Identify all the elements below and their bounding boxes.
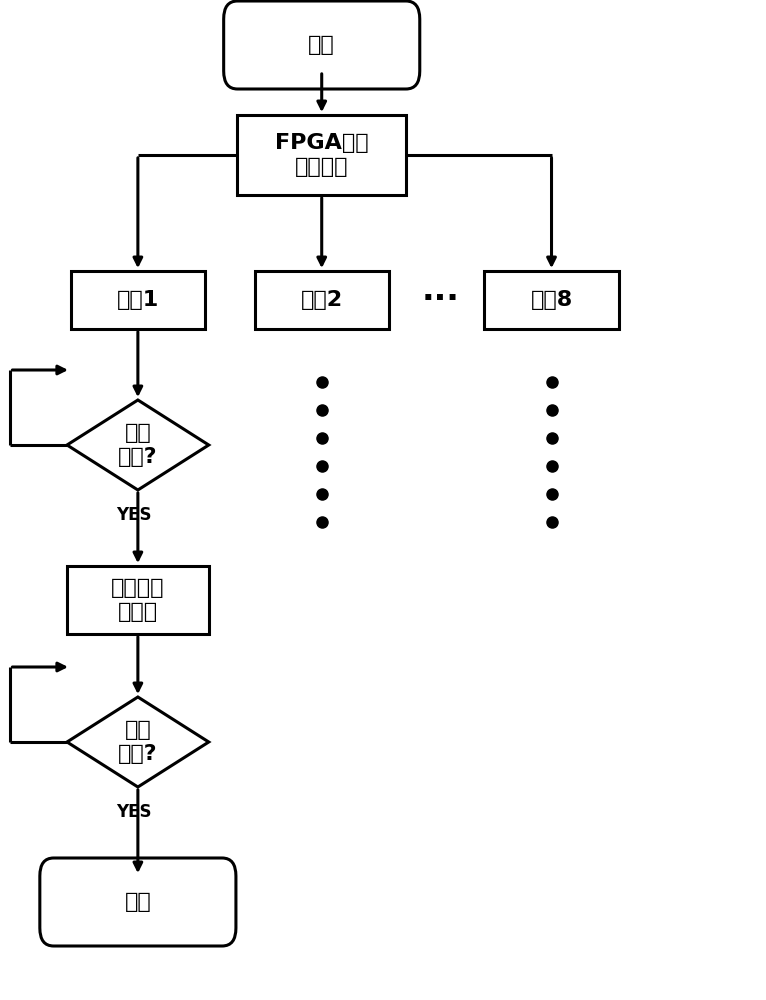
Bar: [237, 115, 406, 195]
Text: 通道2: 通道2: [301, 290, 342, 310]
Text: ···: ···: [421, 284, 460, 316]
Polygon shape: [67, 400, 208, 490]
Text: 通道8: 通道8: [530, 290, 573, 310]
Text: 开始: 开始: [309, 35, 335, 55]
Bar: [254, 271, 389, 329]
Text: 停止
信号?: 停止 信号?: [118, 720, 158, 764]
Polygon shape: [67, 697, 208, 787]
Text: 开始采集
并读取: 开始采集 并读取: [111, 578, 165, 622]
Text: YES: YES: [116, 506, 152, 524]
Bar: [71, 271, 205, 329]
Text: FPGA同步
发送信号: FPGA同步 发送信号: [275, 133, 368, 177]
Text: 停止: 停止: [125, 892, 151, 912]
Text: 开始
信号?: 开始 信号?: [118, 423, 158, 467]
Text: YES: YES: [116, 803, 152, 821]
FancyBboxPatch shape: [40, 858, 236, 946]
Bar: [484, 271, 618, 329]
Text: 通道1: 通道1: [116, 290, 159, 310]
Bar: [67, 566, 208, 634]
FancyBboxPatch shape: [224, 1, 420, 89]
